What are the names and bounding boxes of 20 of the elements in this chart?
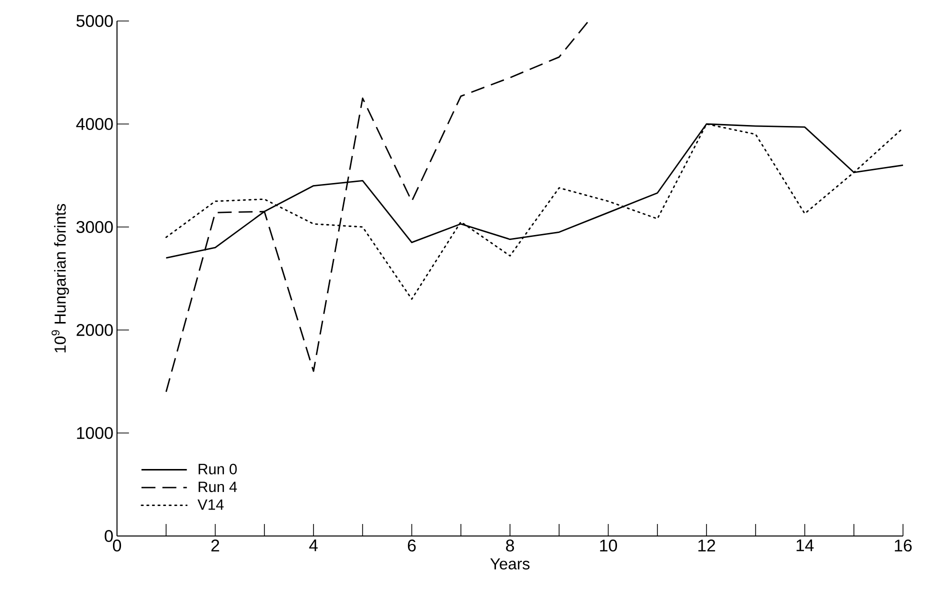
x-axis-title: Years [490, 558, 530, 570]
legend-label: Run 4 [198, 482, 237, 492]
legend-label: Run 0 [198, 464, 237, 474]
x-tick-label: 4 [309, 540, 318, 552]
legend-label: V14 [198, 499, 224, 510]
y-tick-label: 4000 [76, 118, 113, 130]
x-tick-label: 0 [112, 540, 122, 552]
x-tick-label: 12 [698, 540, 716, 552]
x-tick-label: 2 [211, 540, 220, 552]
y-tick-label: 0 [104, 530, 113, 542]
y-tick-label: 2000 [76, 324, 113, 336]
x-tick-label: 14 [796, 540, 814, 552]
x-tick-label: 10 [600, 540, 618, 552]
y-tick-label: 1000 [77, 427, 113, 439]
x-tick-label: 6 [408, 540, 416, 552]
x-tick-label: 8 [506, 540, 514, 552]
y-tick-label: 3000 [76, 221, 113, 233]
y-tick-label: 5000 [76, 14, 113, 27]
x-tick-label: 16 [894, 540, 912, 552]
y-axis-title: 10$^{9}$ Hungarian forints [52, 204, 69, 352]
